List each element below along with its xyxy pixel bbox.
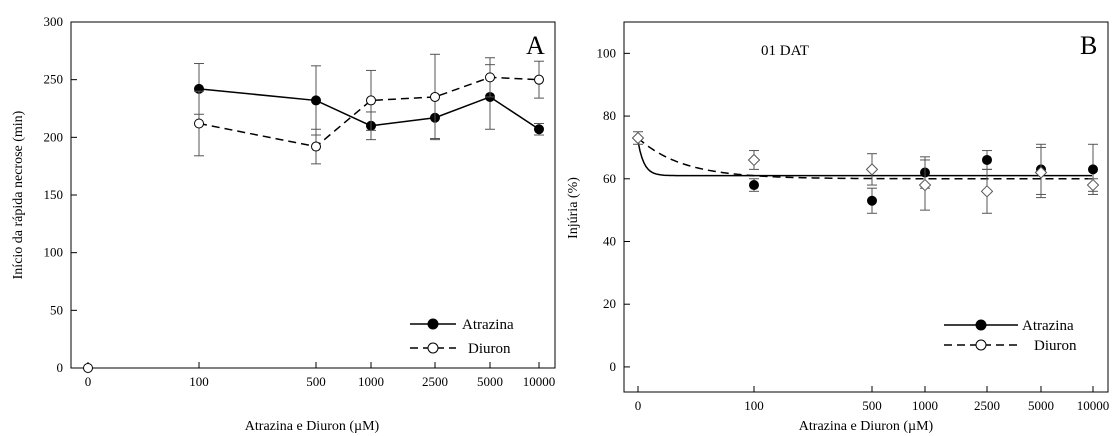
panel-a-y-tick-label: 100 (44, 245, 64, 260)
panel-a-y-ticks: 0 50 100 150 200 250 300 (44, 14, 77, 375)
panel-a-diuron-point (534, 74, 544, 85)
panel-b-y-tick-label: 60 (603, 171, 616, 186)
panel-a-x-tick-label: 100 (189, 374, 209, 389)
panel-b-y-tick-label: 40 (603, 233, 616, 248)
panel-a-legend: Atrazina Diuron (410, 317, 514, 357)
panel-a-y-tick-label: 0 (57, 360, 64, 375)
panel-b-control-point (631, 131, 645, 145)
panel-a-control-point (83, 363, 93, 373)
panel-b-y-tick-label: 80 (603, 108, 616, 123)
panel-b-diuron-point (918, 178, 932, 192)
panel-b-x-tick-label: 500 (862, 398, 882, 413)
panel-b-atrazina-fit-line (637, 141, 1092, 177)
legend-diuron-marker (427, 342, 439, 354)
panel-a-y-tick-label: 150 (44, 187, 64, 202)
panel-b-x-tick-label: 10000 (1077, 398, 1110, 413)
legend-atrazina-marker (427, 318, 439, 330)
panel-b-diuron-point (865, 163, 879, 176)
panel-a-x-tick-label: 0 (85, 374, 92, 389)
panel-a-y-tick-label: 250 (44, 72, 64, 87)
panel-b-y-tick-label: 0 (610, 359, 617, 374)
panel-b-marks (631, 131, 1100, 214)
panel-b-y-ticks: 0 20 40 60 80 100 (597, 45, 630, 374)
panel-b-diuron-fit-line (637, 137, 1093, 180)
legend-atrazina-label: Atrazina (462, 317, 514, 333)
panel-b-diuron-point (980, 185, 994, 198)
panel-a-diuron-point (194, 118, 204, 129)
panel-b-x-ticks: 0 100 500 1000 2500 5000 10000 (635, 386, 1110, 413)
panel-b-y-axis-label: Injúria (%) (566, 177, 581, 239)
panel-b-x-tick-label: 5000 (1028, 398, 1054, 413)
panel-a-atrazina-point (311, 95, 321, 106)
panel-b-y-tick-label: 20 (603, 296, 616, 311)
panel-b-x-tick-label: 1000 (912, 398, 938, 413)
legend-b-diuron-marker (975, 339, 987, 351)
panel-b-diuron-point (1034, 166, 1048, 179)
panel-a-y-tick-label: 300 (44, 14, 64, 29)
panel-a-y-tick-label: 50 (50, 302, 63, 317)
panel-b-plot-frame (623, 21, 1109, 393)
panel-b-legend: Atrazina Diuron (944, 318, 1077, 354)
panel-a-x-axis-label: Atrazina e Diuron (µM) (245, 419, 380, 434)
panel-a-x-ticks: 0 100 500 1000 2500 5000 10000 (85, 362, 556, 389)
panel-a-letter: A (526, 31, 545, 60)
panel-a-x-tick-label: 10000 (523, 374, 556, 389)
panel-b-atrazina-point (749, 180, 759, 191)
panel-b-atrazina-point (867, 195, 877, 206)
panel-a-y-axis-label: Início da rápida necrose (min) (11, 110, 26, 279)
panel-b-annotation: 01 DAT (761, 43, 809, 59)
panel-b-diuron-point (1086, 178, 1100, 192)
panel-a-y-tick-label: 200 (44, 129, 64, 144)
panel-b-x-tick-label: 100 (744, 398, 764, 413)
panel-b-diuron-point (747, 153, 761, 167)
panel-a-diuron-line (198, 76, 540, 148)
panel-a-diuron-point (366, 95, 376, 106)
panel-a-atrazina-point (534, 124, 544, 135)
panel-a: A Início da rápida necrose (min) Atrazin… (11, 14, 556, 434)
panel-a-diuron-point (311, 141, 321, 152)
panel-a-diuron-point (430, 91, 440, 102)
panel-b-x-axis-label: Atrazina e Diuron (µM) (799, 419, 934, 434)
legend-b-atrazina-label: Atrazina (1022, 318, 1074, 334)
panel-a-atrazina-line (198, 88, 540, 130)
legend-b-atrazina-marker (975, 319, 987, 331)
panel-a-diuron-point (485, 72, 495, 83)
panel-a-x-tick-label: 5000 (477, 374, 503, 389)
panel-b: B 01 DAT Injúria (%) Atrazina e Diuron (… (566, 21, 1110, 434)
panel-b-atrazina-point (982, 154, 992, 165)
panel-a-x-tick-label: 1000 (358, 374, 384, 389)
panel-a-x-tick-label: 500 (306, 374, 326, 389)
panel-b-x-tick-label: 0 (635, 398, 642, 413)
panel-b-x-tick-label: 2500 (974, 398, 1000, 413)
panel-a-x-tick-label: 2500 (422, 374, 448, 389)
panel-b-atrazina-point (1088, 164, 1098, 175)
panel-a-marks (83, 53, 544, 373)
legend-diuron-label: Diuron (468, 341, 511, 357)
panel-b-letter: B (1080, 31, 1097, 60)
panel-b-y-tick-label: 100 (597, 45, 617, 60)
legend-b-diuron-label: Diuron (1034, 338, 1077, 354)
